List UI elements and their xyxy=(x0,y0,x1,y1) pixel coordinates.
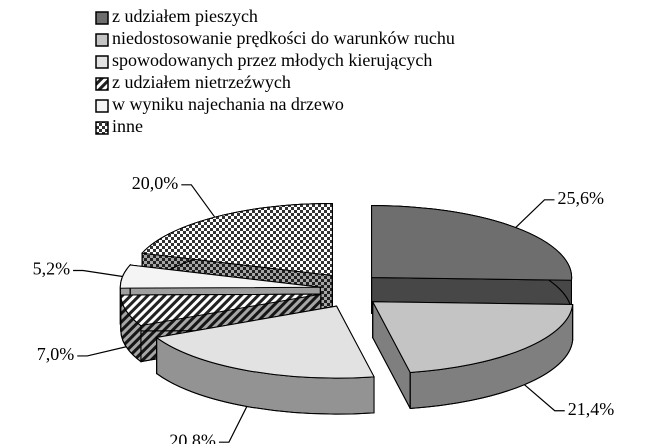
legend-swatch xyxy=(95,121,109,135)
data-label: 7,0% xyxy=(37,344,75,364)
slice xyxy=(141,202,333,276)
leader-line xyxy=(218,406,248,443)
legend-label: z udziałem pieszych xyxy=(112,6,258,26)
legend-swatch xyxy=(95,33,109,47)
slice xyxy=(155,305,375,379)
data-label: 21,4% xyxy=(568,399,615,419)
data-label: 5,2% xyxy=(33,259,71,279)
legend-swatch xyxy=(95,99,109,113)
slice xyxy=(120,293,321,327)
legend-label: w wyniku najechania na drzewo xyxy=(112,94,344,114)
legend-swatch xyxy=(95,77,109,91)
legend-label: spowodowanych przez młodych kierujących xyxy=(112,50,432,70)
pie-tops xyxy=(119,202,574,379)
data-label: 20,8% xyxy=(169,430,216,444)
data-label: 25,6% xyxy=(557,188,604,208)
slice xyxy=(371,205,573,281)
legend-label: niedostosowanie prędkości do warunków ru… xyxy=(112,28,455,48)
leader-line xyxy=(515,199,555,229)
legend-label: z udziałem nietrzeźwych xyxy=(112,72,291,92)
leader-line xyxy=(77,346,127,357)
legend-swatch xyxy=(95,11,109,25)
leader-line xyxy=(524,384,565,412)
legend-label: inne xyxy=(112,116,143,136)
slice xyxy=(371,301,574,373)
legend-swatch xyxy=(95,55,109,69)
data-label: 20,0% xyxy=(132,173,179,193)
leader-line xyxy=(73,269,123,278)
leader-line xyxy=(181,184,216,218)
